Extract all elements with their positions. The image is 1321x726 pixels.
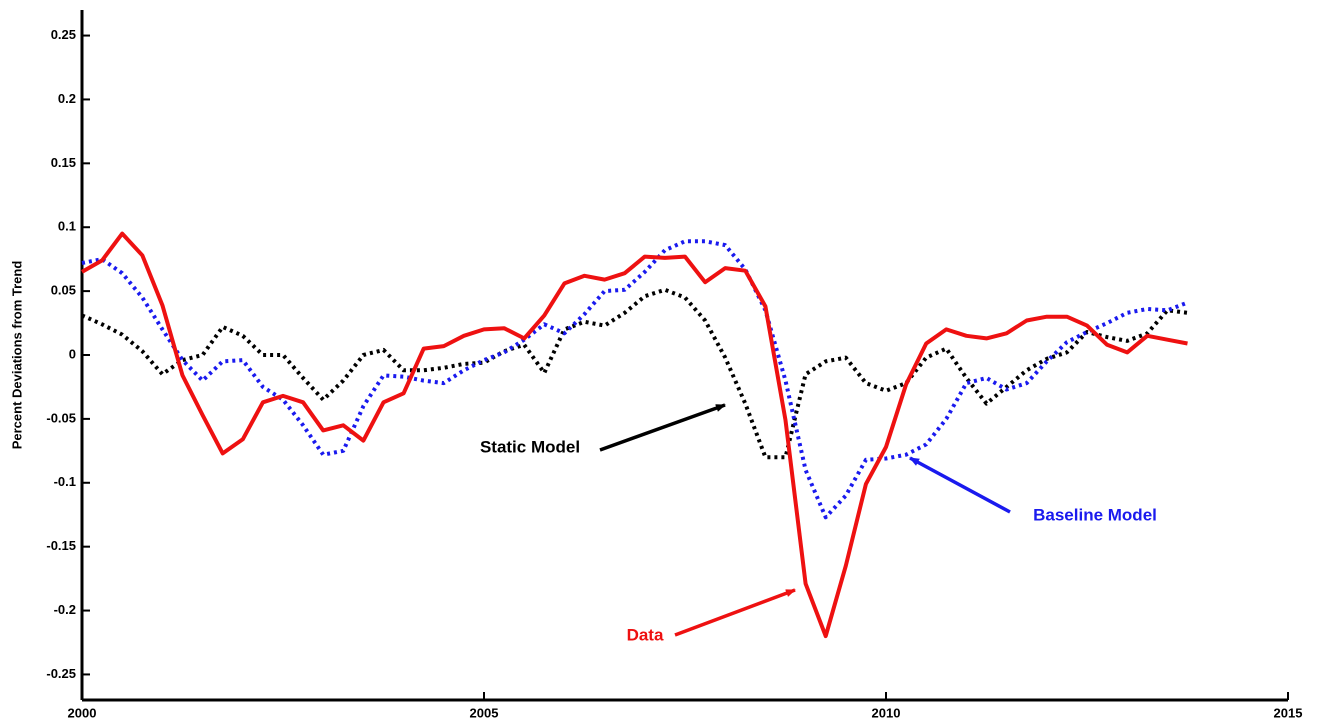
y-tick-label: 0.1 [58,219,76,234]
y-tick-label: 0.05 [51,283,76,298]
annotation: Baseline Model [1033,505,1157,524]
annotation-arrow [599,403,726,452]
x-tick-label: 2010 [872,705,901,720]
annotation: Data [627,625,664,644]
annotation-arrow [909,456,1011,514]
y-axis-label: Percent Deviations from Trend [9,261,24,450]
y-tick-label: -0.05 [46,410,76,425]
y-tick-label: -0.2 [54,602,76,617]
x-tick-label: 2000 [68,705,97,720]
y-tick-label: -0.25 [46,666,76,681]
annotation-arrow [674,588,796,637]
y-tick-label: 0 [69,346,76,361]
y-tick-label: 0.2 [58,91,76,106]
x-tick-label: 2015 [1274,705,1303,720]
series-line [81,287,1188,460]
y-tick-label: 0.25 [51,27,76,42]
series-line [81,231,1188,639]
annotation: Static Model [480,437,580,456]
series-line [81,239,1189,520]
y-tick-label: -0.1 [54,474,76,489]
y-tick-label: -0.15 [46,538,76,553]
x-tick-label: 2005 [470,705,499,720]
y-tick-label: 0.15 [51,155,76,170]
